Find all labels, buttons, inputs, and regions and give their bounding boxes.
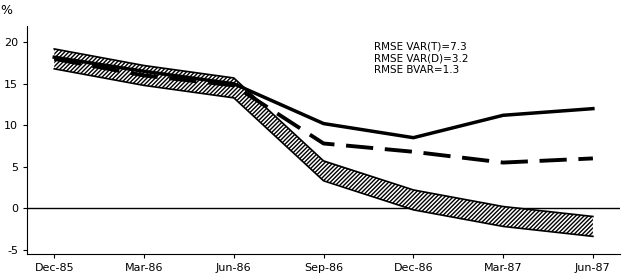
Text: %: % bbox=[1, 4, 12, 17]
Text: RMSE VAR(T)=7.3
RMSE VAR(D)=3.2
RMSE BVAR=1.3: RMSE VAR(T)=7.3 RMSE VAR(D)=3.2 RMSE BVA… bbox=[374, 42, 469, 75]
